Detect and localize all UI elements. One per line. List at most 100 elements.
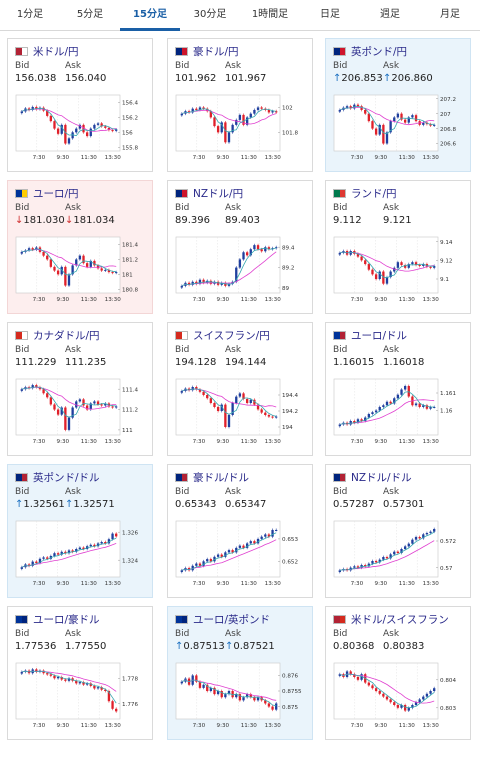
pair-name[interactable]: カナダドル/円 (33, 330, 100, 342)
x-tick-label: 7:30 (33, 155, 46, 161)
x-tick-label: 13:30 (105, 581, 122, 587)
rate-card[interactable]: ユーロ/豪ドル Bid Ask 1.77536 1.77550 1.778 1.776 7:3… (7, 606, 153, 740)
candle (67, 274, 71, 286)
candle (216, 407, 220, 411)
price-chart[interactable]: 181.4 181.2 181 180.8 7:30 9:30 11:30 13:30 (14, 233, 146, 309)
flag-icon (15, 473, 28, 482)
candle (371, 121, 374, 129)
arrow-up-icon: ↑ (333, 73, 342, 84)
candle (433, 407, 436, 408)
flag-icon (175, 331, 188, 340)
candle (396, 705, 400, 708)
candle (85, 132, 89, 137)
candle (396, 394, 400, 399)
candle (49, 115, 53, 122)
candle (206, 559, 209, 562)
y-tick-label: 194.4 (282, 393, 298, 399)
tab-7[interactable]: 週足 (380, 9, 400, 20)
rate-card[interactable]: スイスフラン/円 Bid Ask 194.128 194.144 194.4 194.2 19… (167, 322, 313, 456)
x-tick-label: 7:30 (193, 581, 206, 587)
candle (89, 128, 92, 137)
candle (202, 107, 205, 109)
candle (42, 251, 45, 256)
price-chart[interactable]: 0.876 0.8755 0.875 7:30 9:30 11:30 13:30 (174, 659, 306, 735)
price-chart[interactable]: 102 101.8 7:30 9:30 11:30 13:30 (174, 91, 306, 167)
rate-card[interactable]: 豪ドル/ドル Bid Ask 0.65343 0.65347 0.653 0.652 7:30… (167, 464, 313, 598)
x-tick-label: 7:30 (33, 439, 46, 445)
price-chart[interactable]: 89.4 89.2 89 7:30 9:30 11:30 13:30 (174, 233, 306, 309)
candle (353, 566, 356, 568)
x-tick-label: 11:30 (399, 723, 416, 729)
price-chart[interactable]: 156.4 156.2 156 155.8 7:30 9:30 11:30 13:30 (14, 91, 146, 167)
pair-name[interactable]: ユーロ/円 (33, 188, 79, 200)
y-tick-label: 0.804 (440, 678, 456, 684)
arrow-up-icon: ↑ (65, 499, 74, 510)
price-chart[interactable]: 207.2 207 206.8 206.6 7:30 9:30 11:30 13:30 (332, 91, 464, 167)
price-chart[interactable]: 194.4 194.2 194 7:30 9:30 11:30 13:30 (174, 375, 306, 451)
price-chart[interactable]: 1.161 1.16 7:30 9:30 11:30 13:30 (332, 375, 464, 451)
rate-card[interactable]: 豪ドル/円 Bid Ask 101.962 101.967 102 101.8 7:30 9:3… (167, 38, 313, 172)
pair-name[interactable]: 英ポンド/円 (351, 46, 408, 58)
pair-name[interactable]: NZドル/円 (193, 188, 244, 200)
tab-2[interactable]: 5分足 (76, 9, 104, 20)
price-chart[interactable]: 1.778 1.776 7:30 9:30 11:30 13:30 (14, 659, 146, 735)
rate-card[interactable]: NZドル/円 Bid Ask 89.396 89.403 89.4 89.2 89 7:30 9:… (167, 180, 313, 314)
price-chart[interactable]: 111.4 111.2 111 7:30 9:30 11:30 13:30 (14, 375, 146, 451)
tab-1[interactable]: 1分足 (16, 9, 44, 20)
pair-name[interactable]: ユーロ/ドル (351, 330, 408, 342)
candle (433, 688, 436, 691)
pair-name[interactable]: ユーロ/豪ドル (33, 614, 100, 626)
candle (60, 407, 63, 415)
rate-card[interactable]: カナダドル/円 Bid Ask 111.229 111.235 111.4 111.2 111… (7, 322, 153, 456)
candle (345, 106, 349, 108)
pair-name[interactable]: 米ドル/円 (33, 46, 79, 58)
pair-name[interactable]: ユーロ/英ポンド (193, 614, 271, 626)
ask-value: 111.235 (65, 357, 107, 368)
y-tick-label: 0.572 (440, 539, 456, 545)
rate-card[interactable]: ランド/円 Bid Ask 9.112 9.121 9.14 9.12 9.1 7:30 9:30… (325, 180, 471, 314)
candle (418, 699, 421, 703)
pair-name[interactable]: NZドル/ドル (351, 472, 412, 484)
candle (42, 557, 45, 559)
candle (411, 705, 414, 708)
tab-4[interactable]: 30分足 (193, 9, 227, 20)
candle (198, 389, 202, 392)
x-tick-label: 7:30 (193, 297, 206, 303)
pair-name[interactable]: 豪ドル/ドル (193, 472, 250, 484)
ask-label: Ask (65, 61, 82, 71)
x-tick-label: 11:30 (399, 439, 416, 445)
tab-3[interactable]: 15分足 (120, 0, 180, 31)
price-chart[interactable]: 0.572 0.57 7:30 9:30 11:30 13:30 (332, 517, 464, 593)
tab-5[interactable]: 1時間足 (251, 9, 289, 20)
pair-name[interactable]: ランド/円 (351, 188, 397, 200)
pair-name[interactable]: 豪ドル/円 (193, 46, 239, 58)
x-tick-label: 11:30 (399, 581, 416, 587)
rate-card[interactable]: 英ポンド/ドル Bid Ask ↑1.32561 ↑1.32571 1.326 1.324 7… (7, 464, 153, 598)
rate-card[interactable]: 米ドル/円 Bid Ask 156.038 156.040 156.4 156.2 156 15… (7, 38, 153, 172)
candle (389, 699, 392, 703)
bid-value: 9.112 (333, 215, 362, 226)
rate-card[interactable]: ユーロ/英ポンド Bid Ask ↑0.87513 ↑0.87521 0.876 0.875… (167, 606, 313, 740)
candle (364, 109, 367, 114)
rate-card[interactable]: 英ポンド/円 Bid Ask ↑206.853 ↑206.860 207.2 207 206.… (325, 38, 471, 172)
price-chart[interactable]: 1.326 1.324 7:30 9:30 11:30 13:30 (14, 517, 146, 593)
pair-name[interactable]: 英ポンド/ドル (33, 472, 100, 484)
price-chart[interactable]: 0.804 0.803 7:30 9:30 11:30 13:30 (332, 659, 464, 735)
tab-8[interactable]: 月足 (440, 9, 460, 20)
price-chart[interactable]: 9.14 9.12 9.1 7:30 9:30 11:30 13:30 (332, 233, 464, 309)
rate-card[interactable]: NZドル/ドル Bid Ask 0.57287 0.57301 0.572 0.57 7:30… (325, 464, 471, 598)
tab-6[interactable]: 日足 (320, 9, 340, 20)
x-tick-label: 13:30 (423, 581, 440, 587)
candle (213, 117, 216, 127)
candle (64, 266, 67, 286)
price-chart[interactable]: 0.653 0.652 7:30 9:30 11:30 13:30 (174, 517, 306, 593)
candle (364, 565, 367, 567)
y-tick-label: 111.4 (122, 387, 138, 393)
rate-card[interactable]: 米ドル/スイスフラン Bid Ask 0.80368 0.80383 0.804 0.803… (325, 606, 471, 740)
pair-name[interactable]: スイスフラン/円 (193, 330, 270, 342)
candle (271, 416, 274, 418)
rate-card[interactable]: ユーロ/ドル Bid Ask 1.16015 1.16018 1.161 1.16 7:30 9… (325, 322, 471, 456)
pair-name[interactable]: 米ドル/スイスフラン (351, 614, 449, 626)
rate-card[interactable]: ユーロ/円 Bid Ask ↓181.030 ↓181.034 181.4 181.2 181… (7, 180, 153, 314)
candle (46, 557, 49, 559)
